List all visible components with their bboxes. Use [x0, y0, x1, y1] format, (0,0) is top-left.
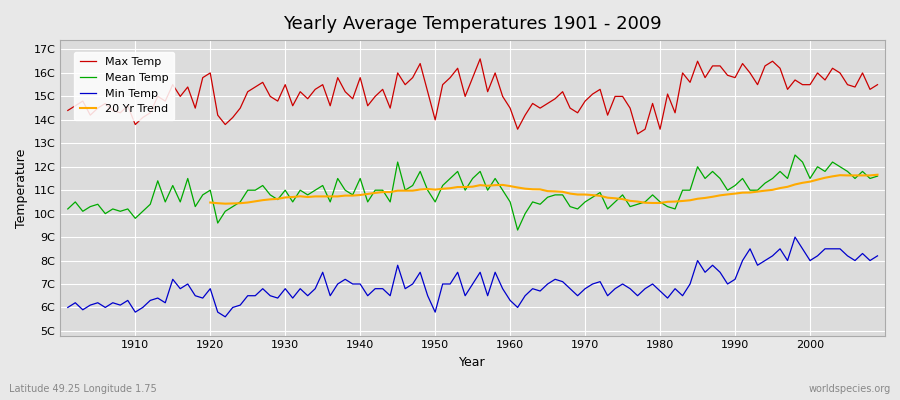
Mean Temp [872, 174, 883, 178]
Min Temp [62, 305, 73, 310]
Text: Latitude 49.25 Longitude 1.75: Latitude 49.25 Longitude 1.75 [9, 384, 157, 394]
Line: 20 Yr Trend: 20 Yr Trend [211, 175, 878, 204]
Min Temp [220, 314, 230, 319]
Max Temp [602, 113, 613, 118]
Text: worldspecies.org: worldspecies.org [809, 384, 891, 394]
Legend: Max Temp, Mean Temp, Min Temp, 20 Yr Trend: Max Temp, Mean Temp, Min Temp, 20 Yr Tre… [74, 52, 175, 120]
Max Temp [505, 106, 516, 110]
20 Yr Trend [850, 173, 860, 178]
20 Yr Trend [872, 172, 883, 177]
Max Temp [62, 108, 73, 113]
Min Temp [872, 254, 883, 258]
Max Temp [287, 103, 298, 108]
Min Temp [512, 305, 523, 310]
20 Yr Trend [302, 194, 313, 199]
20 Yr Trend [415, 187, 426, 192]
X-axis label: Year: Year [459, 356, 486, 369]
Min Temp [340, 277, 351, 282]
Max Temp [332, 75, 343, 80]
Min Temp [122, 298, 133, 303]
Mean Temp [122, 206, 133, 211]
Max Temp [474, 56, 485, 61]
Mean Temp [505, 200, 516, 204]
20 Yr Trend [677, 198, 688, 203]
Max Temp [632, 132, 643, 136]
Mean Temp [62, 206, 73, 211]
Min Temp [789, 235, 800, 240]
20 Yr Trend [767, 188, 778, 192]
Max Temp [872, 82, 883, 87]
Max Temp [122, 103, 133, 108]
Title: Yearly Average Temperatures 1901 - 2009: Yearly Average Temperatures 1901 - 2009 [284, 15, 662, 33]
Min Temp [602, 293, 613, 298]
Mean Temp [497, 188, 508, 192]
Mean Temp [789, 153, 800, 158]
Max Temp [512, 127, 523, 132]
20 Yr Trend [205, 200, 216, 205]
Y-axis label: Temperature: Temperature [15, 148, 28, 228]
Mean Temp [332, 176, 343, 181]
Mean Temp [602, 206, 613, 211]
Min Temp [295, 286, 306, 291]
Line: Mean Temp: Mean Temp [68, 155, 878, 230]
Mean Temp [287, 200, 298, 204]
Line: Max Temp: Max Temp [68, 59, 878, 134]
Mean Temp [512, 228, 523, 232]
20 Yr Trend [782, 184, 793, 189]
20 Yr Trend [220, 201, 230, 206]
Line: Min Temp: Min Temp [68, 237, 878, 317]
Min Temp [505, 298, 516, 303]
